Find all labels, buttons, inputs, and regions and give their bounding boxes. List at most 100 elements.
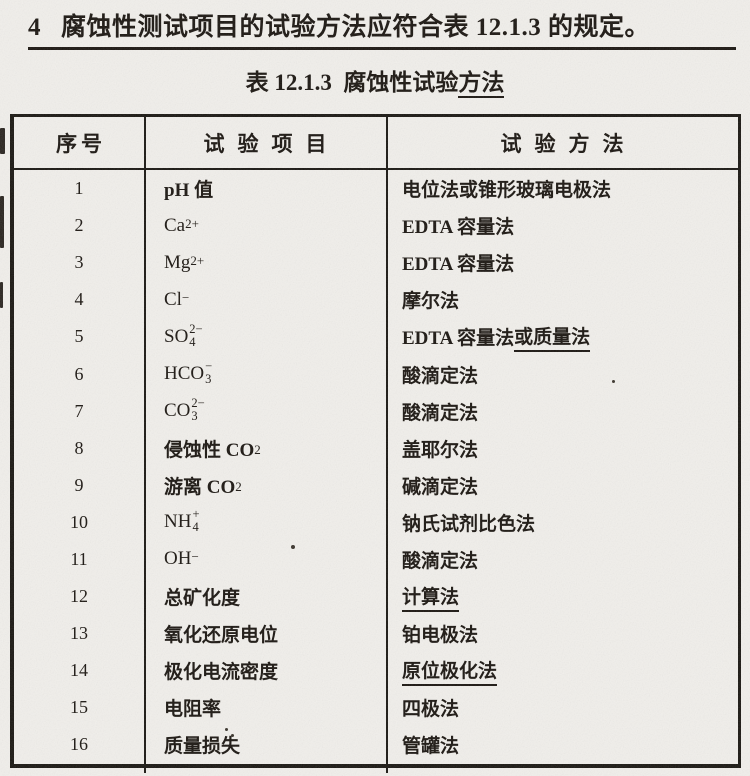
table-row: 8 侵蚀性 CO 2 盖耶尔法 <box>14 430 738 467</box>
test-item-cell: 电阻率 <box>144 689 386 726</box>
row-number-cell: 10 <box>70 511 88 532</box>
table-row: 2 Ca 2+ EDTA 容量法 <box>14 207 738 244</box>
text-segment: 摩尔法 <box>402 291 460 313</box>
table-row: 3 Mg 2+ EDTA 容量法 <box>14 244 738 281</box>
text-segment: 极化电流密度 <box>164 662 279 684</box>
test-item-cell: OH − <box>144 541 386 578</box>
text-segment: SO <box>164 325 189 347</box>
table-row: 15 电阻率 四极法 <box>14 689 738 726</box>
header-serial-number: 序号 <box>56 131 106 156</box>
row-number-cell: 9 <box>74 474 84 495</box>
test-item-cell: 极化电流密度 <box>144 652 386 689</box>
text-segment: 盖耶尔法 <box>402 439 479 461</box>
table-body: 1 pH 值电位法或锥形玻璃电极法 2 Ca 2+ EDTA 容量法 3 Mg 2+ EDTA 容… <box>14 170 738 764</box>
test-method-cell: 四极法 <box>386 689 738 726</box>
test-method-cell: 碱滴定法 <box>386 467 738 504</box>
table-row: 5 SO 2− 4 EDTA 容量法 或质量法 <box>14 318 738 355</box>
table-row: 6 HCO −3 酸滴定法 <box>14 355 738 392</box>
table-row: 10 NH +4 钠氏试剂比色法 <box>14 504 738 541</box>
clause-number: 4 <box>28 14 41 41</box>
row-number-cell: 14 <box>70 660 88 681</box>
table-title: 表 12.1.3 腐蚀性试验方法 <box>0 63 750 98</box>
text-segment: 质量损失 <box>164 736 241 758</box>
text-segment: 计算法 <box>402 582 460 612</box>
text-segment: 或质量法 <box>514 322 591 352</box>
formula-subscript: 2 <box>254 442 261 458</box>
scan-speck <box>225 728 228 731</box>
column-divider <box>144 117 146 773</box>
row-number-cell: 12 <box>70 586 88 607</box>
test-item-cell: 氧化还原电位 <box>144 615 386 652</box>
text-segment: 电位法或锥形玻璃电极法 <box>402 180 612 202</box>
test-method-cell: 摩尔法 <box>386 281 738 318</box>
table-row: 12 总矿化度 计算法 <box>14 578 738 615</box>
header-test-method: 试验方法 <box>500 131 637 156</box>
scan-speck <box>291 545 295 549</box>
text-segment: 电阻率 <box>164 699 222 721</box>
text-segment: HCO <box>164 363 205 385</box>
scan-artifact <box>0 196 4 248</box>
test-item-cell: Ca 2+ <box>144 207 386 244</box>
test-method-cell: EDTA 容量法 <box>386 207 738 244</box>
row-number-cell: 5 <box>74 326 84 347</box>
test-method-cell: EDTA 容量法 或质量法 <box>386 318 738 355</box>
text-segment: 酸滴定法 <box>402 402 479 424</box>
test-item-cell: NH +4 <box>144 504 386 541</box>
test-method-cell: EDTA 容量法 <box>386 244 738 281</box>
corrosion-test-methods-table: 序号 试验项目 试验方法 1 pH 值 电位法或锥形玻璃电极法 2 Ca 2+ EDTA 容… <box>10 114 741 773</box>
test-item-cell: SO 2− 4 <box>144 318 386 355</box>
test-item-cell: HCO −3 <box>144 355 386 392</box>
test-method-cell: 盖耶尔法 <box>386 430 738 467</box>
test-method-cell: 酸滴定法 <box>386 393 738 430</box>
table-title-underlined: 方法 <box>458 70 505 98</box>
text-segment: 铂电极法 <box>402 625 479 647</box>
test-item-cell: 游离 CO 2 <box>144 467 386 504</box>
clause-heading: 4 腐蚀性测试项目的试验方法应符合表 12.1.3 的规定。 <box>28 7 736 50</box>
text-segment: OH <box>164 548 192 570</box>
text-segment: 原位极化法 <box>402 656 498 686</box>
row-number-cell: 6 <box>74 363 84 384</box>
test-method-cell: 原位极化法 <box>386 652 738 689</box>
table-row: 1 pH 值 电位法或锥形玻璃电极法 <box>14 170 738 207</box>
text-segment: 钠氏试剂比色法 <box>402 513 536 535</box>
row-number-cell: 7 <box>74 400 84 421</box>
row-number-cell: 1 <box>74 178 84 199</box>
text-segment: EDTA 容量法 <box>402 254 515 276</box>
formula-superscript: 2+ <box>185 215 199 231</box>
row-number-cell: 4 <box>74 289 84 310</box>
text-segment: Mg <box>164 251 191 273</box>
test-method-cell: 电位法或锥形玻璃电极法 <box>386 170 738 207</box>
test-method-cell: 管罐法 <box>386 726 738 763</box>
header-test-item: 试验项目 <box>203 131 340 156</box>
text-segment: EDTA 容量法 <box>402 217 515 239</box>
formula-superscript: − <box>191 549 199 565</box>
table-header-row: 序号 试验项目 试验方法 <box>14 117 738 170</box>
table-row: 16 质量损失 管罐法 <box>14 726 738 763</box>
scan-artifact <box>0 282 3 308</box>
formula-stacked-script: 2− 4 <box>189 321 203 349</box>
formula-subscript: 2 <box>235 479 242 495</box>
text-segment: 酸滴定法 <box>402 550 479 572</box>
test-item-cell: pH 值 <box>144 170 386 207</box>
text-segment: CO <box>164 400 191 422</box>
text-segment: 氧化还原电位 <box>164 625 279 647</box>
text-segment: 碱滴定法 <box>402 476 479 498</box>
scan-speck <box>612 380 615 383</box>
table-title-prefix: 表 12.1.3 腐蚀性试验 <box>245 70 459 95</box>
row-number-cell: 2 <box>74 215 84 236</box>
row-number-cell: 3 <box>74 252 84 273</box>
table-row: 9 游离 CO 2 碱滴定法 <box>14 467 738 504</box>
test-item-cell: Mg 2+ <box>144 244 386 281</box>
text-segment: 游离 CO <box>164 476 236 498</box>
text-segment: pH 值 <box>164 180 214 202</box>
formula-superscript: − <box>181 289 190 305</box>
text-segment: 侵蚀性 CO <box>164 439 255 461</box>
row-number-cell: 8 <box>74 437 84 458</box>
text-segment: 管罐法 <box>402 736 460 758</box>
test-item-cell: 侵蚀性 CO 2 <box>144 430 386 467</box>
formula-stacked-script: −3 <box>205 358 213 387</box>
test-item-cell: Cl − <box>144 281 386 318</box>
row-number-cell: 11 <box>70 548 88 569</box>
test-item-cell: 质量损失 <box>144 726 386 763</box>
test-method-cell: 酸滴定法 <box>386 355 738 392</box>
